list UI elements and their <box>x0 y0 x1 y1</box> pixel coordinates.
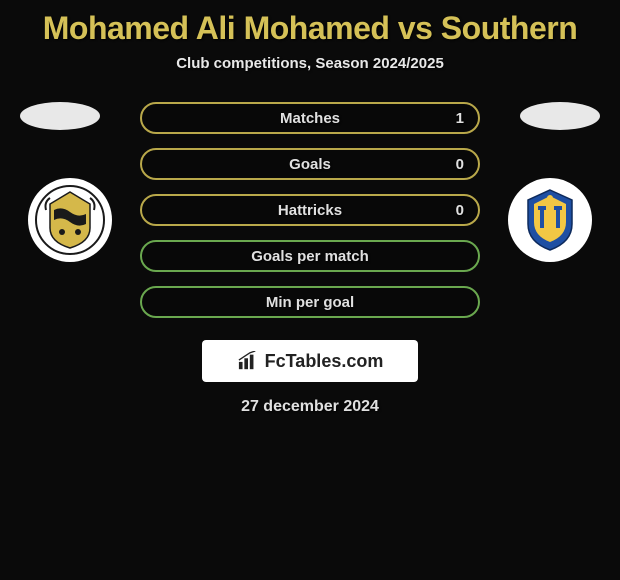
stat-value: 1 <box>456 110 464 127</box>
left-club-crest <box>28 178 112 262</box>
right-club-crest <box>508 178 592 262</box>
left-placeholder-ellipse <box>20 102 100 130</box>
subtitle: Club competitions, Season 2024/2025 <box>0 55 620 72</box>
southern-crest-icon <box>514 184 586 256</box>
stat-value: 0 <box>456 156 464 173</box>
southport-crest-icon <box>34 184 106 256</box>
right-placeholder-ellipse <box>520 102 600 130</box>
stat-label: Goals <box>289 156 331 173</box>
stat-value: 0 <box>456 202 464 219</box>
stat-bar-goals: Goals 0 <box>140 148 480 180</box>
stat-bar-goals-per-match: Goals per match <box>140 240 480 272</box>
bar-chart-icon <box>237 351 259 371</box>
stat-label: Goals per match <box>251 248 369 265</box>
stat-label: Hattricks <box>278 202 342 219</box>
comparison-content: Matches 1 Goals 0 Hattricks 0 Goals per … <box>0 102 620 416</box>
stat-label: Min per goal <box>266 294 354 311</box>
date-text: 27 december 2024 <box>0 398 620 416</box>
stat-bar-hattricks: Hattricks 0 <box>140 194 480 226</box>
branding-box: FcTables.com <box>202 340 418 382</box>
branding-text: FcTables.com <box>265 351 384 372</box>
page-title: Mohamed Ali Mohamed vs Southern <box>0 0 620 47</box>
stat-bar-matches: Matches 1 <box>140 102 480 134</box>
stats-bars: Matches 1 Goals 0 Hattricks 0 Goals per … <box>140 102 480 318</box>
stat-label: Matches <box>280 110 340 127</box>
stat-bar-min-per-goal: Min per goal <box>140 286 480 318</box>
